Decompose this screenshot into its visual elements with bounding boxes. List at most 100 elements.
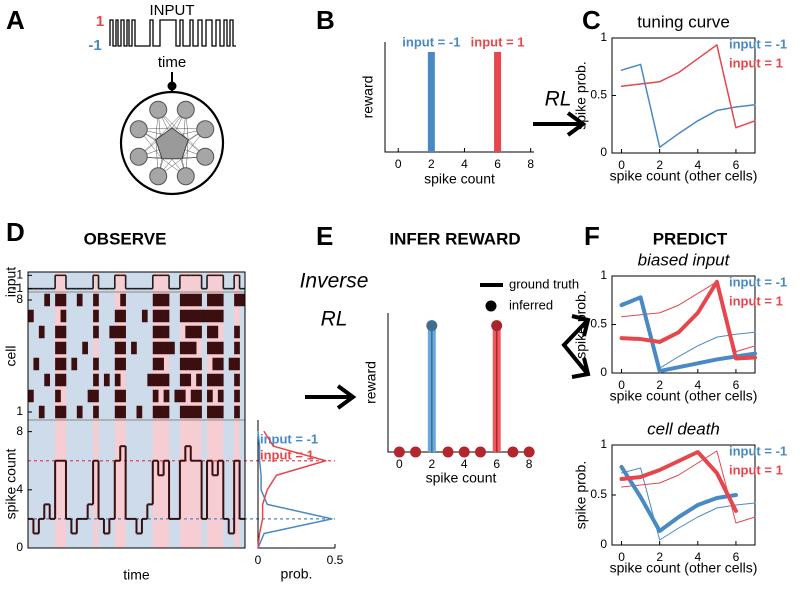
network-node <box>129 120 148 139</box>
spike <box>158 390 164 402</box>
y-tick-label: 1 <box>16 268 23 282</box>
inferred-dot <box>474 446 486 458</box>
legend-label: input = -1 <box>260 431 318 446</box>
spike <box>131 406 137 418</box>
legend-swatch <box>485 300 497 312</box>
spike <box>158 325 164 339</box>
spike <box>212 390 218 402</box>
spike <box>126 390 132 402</box>
spike <box>55 389 61 403</box>
spike <box>190 389 197 403</box>
x-tick-label: 0 <box>255 553 262 567</box>
spike <box>38 325 45 339</box>
arrow-head <box>571 357 591 379</box>
y-tick-label: 0 <box>600 537 607 551</box>
spike <box>93 309 99 323</box>
spike <box>169 326 175 338</box>
y-axis-label: spike count <box>3 448 19 519</box>
network-node <box>149 167 168 186</box>
spike <box>218 326 224 338</box>
inferred-dot <box>507 446 519 458</box>
legend-label: input = 1 <box>260 447 314 462</box>
spike <box>212 405 219 419</box>
spike <box>163 341 170 355</box>
spike <box>60 341 67 355</box>
spike <box>50 326 56 338</box>
y-tick-label: 1 <box>16 404 23 418</box>
spike <box>141 309 148 323</box>
spike <box>234 310 240 322</box>
spike <box>147 390 153 402</box>
spike <box>169 310 175 322</box>
spike <box>217 405 224 419</box>
spike <box>163 405 170 419</box>
spike <box>131 326 137 338</box>
inverse-label: Inverse <box>300 270 369 293</box>
spike <box>158 293 164 307</box>
spike <box>93 342 99 354</box>
chart-title: INFER REWARD <box>389 229 520 248</box>
spike <box>82 358 88 370</box>
y-tick-label: 8 <box>16 424 23 438</box>
spike <box>50 310 56 322</box>
spike <box>109 374 115 386</box>
spike <box>71 326 77 338</box>
spike <box>202 406 208 418</box>
spike <box>137 342 143 354</box>
spike <box>152 341 159 355</box>
spike <box>82 390 88 402</box>
spike <box>114 357 121 371</box>
spike <box>174 406 180 418</box>
spike <box>99 310 105 322</box>
spike <box>44 293 50 307</box>
spike <box>131 374 137 386</box>
spike <box>93 293 99 307</box>
spike <box>33 357 40 371</box>
spike <box>229 374 235 386</box>
spike <box>109 342 115 354</box>
spike <box>50 342 56 354</box>
y-tick-label: 0.5 <box>590 88 607 102</box>
spike <box>99 342 105 354</box>
spike <box>66 326 72 338</box>
y-tick-label: 0 <box>600 365 607 379</box>
spike <box>217 389 224 403</box>
inferred-dot <box>491 320 503 332</box>
spike <box>66 310 72 322</box>
spike <box>174 342 180 354</box>
spike <box>114 325 121 339</box>
spike <box>158 341 164 355</box>
y-axis-label: spike prob. <box>573 61 589 129</box>
spike <box>196 293 202 307</box>
spike <box>66 374 72 386</box>
arrow-head <box>566 111 587 137</box>
spike <box>104 342 110 354</box>
y-tick-label: 1 <box>600 30 607 44</box>
spike <box>185 293 192 307</box>
spike <box>77 342 83 354</box>
spike <box>174 294 180 306</box>
x-tick-label: 6 <box>494 157 501 171</box>
x-axis-label: spike count <box>424 171 495 187</box>
spike <box>229 406 235 418</box>
spike <box>234 325 240 339</box>
spike <box>50 374 56 386</box>
x-tick-label: 6 <box>733 378 740 392</box>
spike <box>55 405 61 419</box>
spike <box>142 374 148 386</box>
spike <box>202 390 208 402</box>
spike <box>202 326 208 338</box>
spike <box>137 326 143 338</box>
spike <box>115 294 121 306</box>
spike <box>66 358 72 370</box>
spike <box>158 373 164 387</box>
x-tick-label: 2 <box>656 158 663 172</box>
arrow <box>561 320 588 374</box>
spike <box>223 326 229 338</box>
spike <box>152 325 159 339</box>
spike <box>179 357 186 371</box>
spike <box>142 326 148 338</box>
spike <box>60 293 67 307</box>
spike <box>185 341 192 355</box>
spike <box>88 406 94 418</box>
